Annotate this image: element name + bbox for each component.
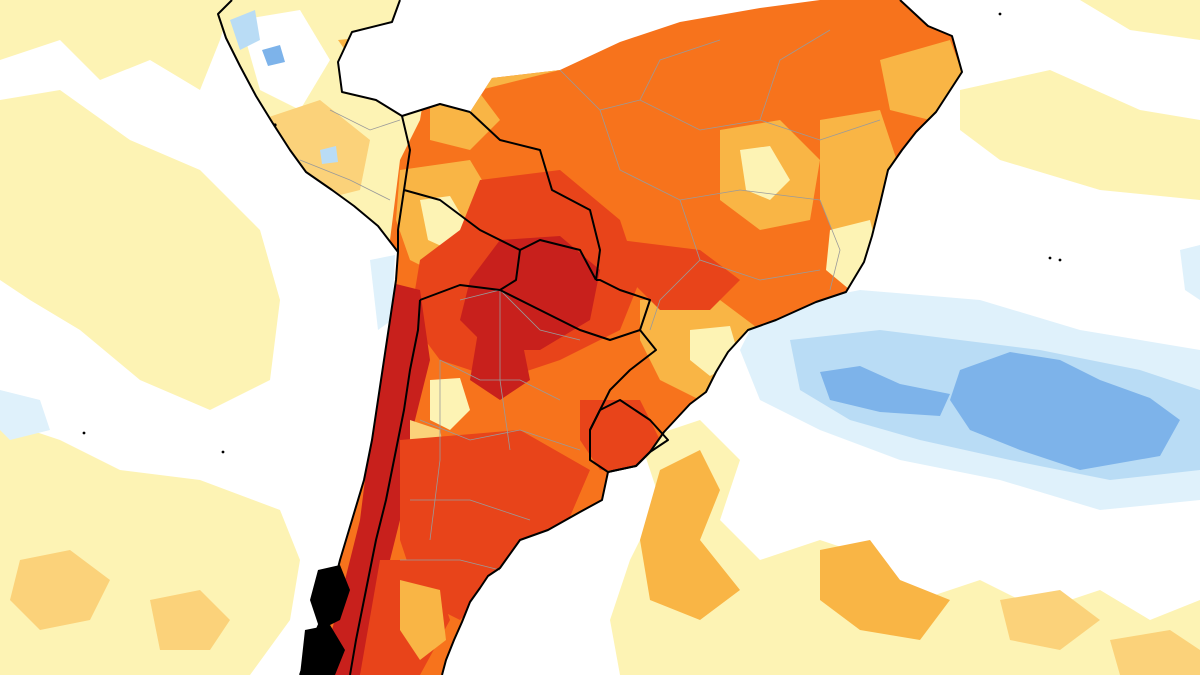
chile-coast-islands [82,12,1062,675]
country-borders [217,0,963,675]
warm-anomaly-south-atlantic [610,0,1200,675]
cool-anomaly-south-atlantic [740,245,1200,510]
province-borders [299,29,881,571]
warm-anomaly-pacific [0,0,395,675]
